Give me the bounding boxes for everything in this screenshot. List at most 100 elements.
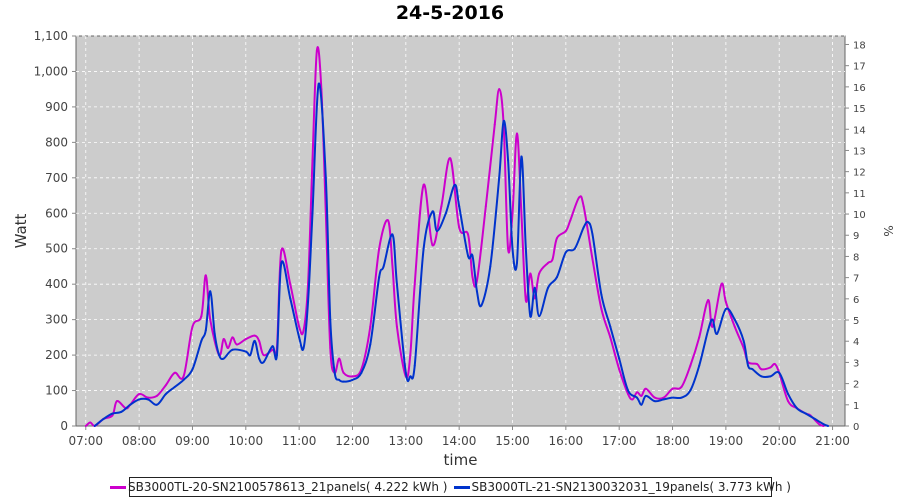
data-point [431, 210, 434, 213]
data-point [515, 261, 518, 264]
data-point [458, 226, 461, 229]
data-point [164, 393, 167, 396]
data-point [640, 394, 643, 397]
y2-tick-label: 17 [853, 62, 866, 73]
data-point [89, 421, 92, 424]
data-point [115, 400, 118, 403]
data-point [724, 300, 727, 303]
legend-label: SB3000TL-21-SN2130032031_19panels( 3.773… [471, 480, 791, 494]
data-point [724, 308, 727, 310]
y2-axis-label: % [881, 225, 895, 236]
data-point [329, 318, 332, 321]
data-point [453, 183, 456, 186]
data-point [507, 247, 510, 250]
y2-tick-label: 9 [853, 231, 859, 242]
data-point [635, 396, 638, 399]
data-point [498, 176, 501, 179]
y2-tick-label: 2 [853, 380, 859, 391]
data-point [222, 338, 225, 341]
data-point [520, 155, 523, 158]
data-point [671, 387, 674, 390]
y-tick-label: 1,100 [34, 29, 68, 43]
data-point [787, 400, 790, 403]
data-point [333, 371, 336, 374]
y2-tick-label: 0 [853, 422, 859, 433]
data-point [689, 364, 692, 367]
data-point [520, 212, 523, 215]
y2-tick-label: 4 [853, 337, 859, 348]
data-point [147, 398, 150, 401]
data-point [538, 272, 541, 275]
data-point [458, 205, 461, 208]
data-point [547, 261, 550, 264]
data-point [120, 410, 123, 413]
y2-tick-label: 3 [853, 358, 859, 369]
data-point [249, 354, 252, 357]
data-point [444, 212, 447, 215]
data-point [378, 247, 381, 250]
data-point [244, 338, 247, 341]
data-point [138, 393, 141, 396]
data-point [191, 368, 194, 371]
data-point [164, 384, 167, 387]
data-point [533, 297, 536, 300]
data-point [182, 375, 185, 378]
y2-tick-label: 16 [853, 83, 866, 94]
data-point [818, 423, 821, 426]
x-tick-label: 07:00 [68, 434, 103, 448]
data-point [711, 325, 714, 328]
data-point [235, 343, 238, 346]
data-point [413, 364, 416, 367]
data-point [773, 362, 776, 365]
data-point [298, 336, 301, 339]
x-tick-label: 09:00 [175, 434, 210, 448]
data-point [600, 308, 603, 310]
data-point [591, 233, 594, 236]
y-tick-label: 900 [45, 100, 68, 114]
data-point [515, 132, 518, 135]
data-point [227, 347, 230, 349]
legend: SB3000TL-20-SN2100578613_21panels( 4.222… [110, 477, 791, 497]
series-points-2 [93, 82, 830, 427]
data-point [338, 378, 341, 381]
data-point [529, 272, 532, 275]
data-point [578, 196, 581, 199]
data-point [280, 261, 283, 264]
data-point [204, 329, 207, 332]
data-point [662, 396, 665, 399]
data-point [747, 364, 750, 367]
data-point [382, 265, 385, 268]
data-point [200, 339, 203, 342]
data-point [760, 375, 763, 378]
data-point [573, 247, 576, 250]
data-point [111, 412, 114, 415]
data-point [404, 371, 407, 374]
data-point [751, 368, 754, 371]
data-point [733, 318, 736, 321]
data-point [720, 283, 723, 286]
data-point [564, 230, 567, 232]
data-point [258, 357, 261, 360]
data-point [342, 371, 345, 374]
data-point [707, 299, 710, 302]
y2-tick-label: 6 [853, 295, 859, 306]
data-point [431, 244, 434, 247]
y-tick-label: 600 [45, 206, 68, 220]
y-tick-label: 500 [45, 242, 68, 256]
x-tick-label: 14:00 [442, 434, 477, 448]
data-point [351, 375, 354, 378]
data-point [524, 247, 527, 250]
data-point [680, 386, 683, 388]
data-point [307, 300, 310, 303]
data-point [147, 396, 150, 399]
data-point [209, 290, 212, 293]
data-point [475, 290, 478, 293]
data-point [502, 120, 505, 123]
x-tick-label: 20:00 [762, 434, 797, 448]
data-point [715, 332, 718, 335]
data-point [569, 219, 572, 222]
data-point [707, 329, 710, 332]
x-tick-label: 11:00 [282, 434, 317, 448]
data-point [635, 391, 638, 394]
data-point [769, 375, 772, 378]
